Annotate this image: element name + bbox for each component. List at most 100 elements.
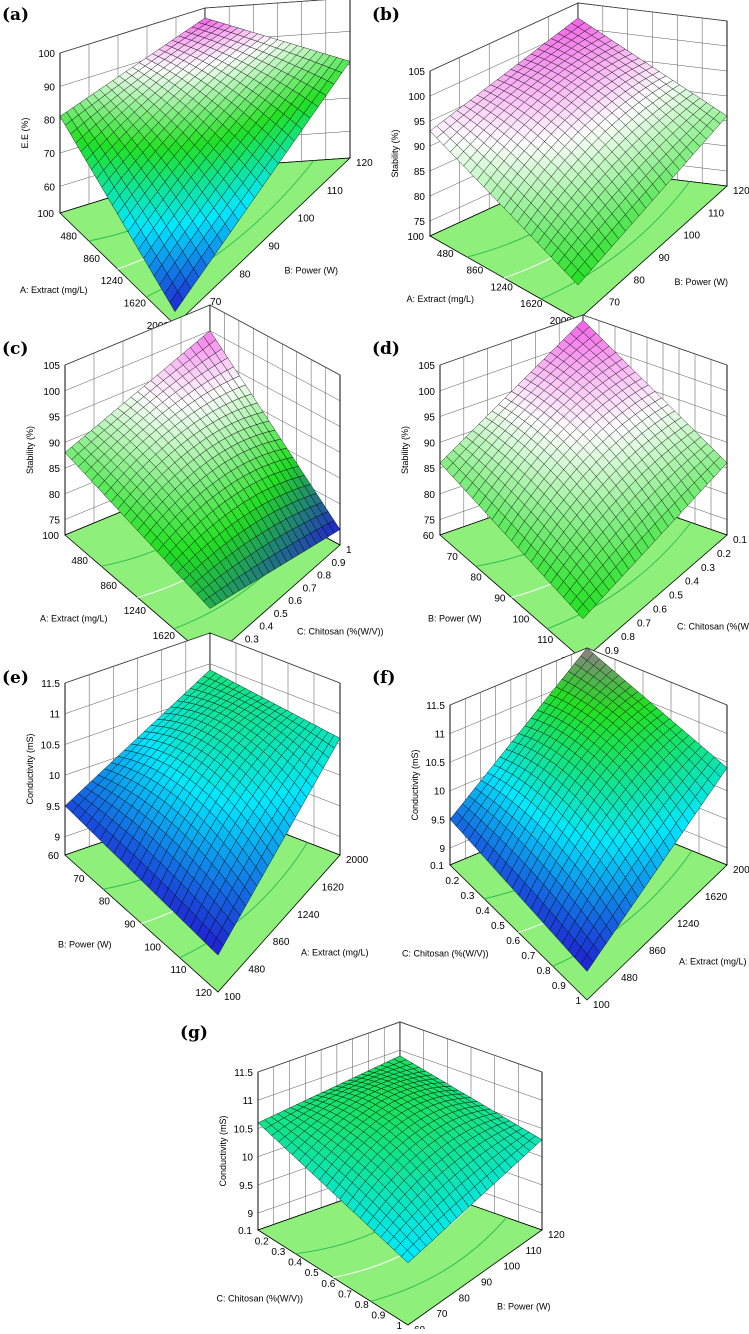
- x-axis-label: C: Chitosan (%(W/V)): [216, 1294, 303, 1304]
- y-tick-label: 0.5: [274, 609, 288, 620]
- y-tick-label: 0.7: [303, 583, 317, 594]
- x-axis-label: A: Extract (mg/L): [20, 285, 88, 295]
- panel-label: (f): [372, 668, 395, 688]
- z-tick-label: 95: [414, 117, 426, 128]
- y-tick-label: 1240: [677, 919, 700, 930]
- z-tick-label: 10: [242, 1153, 254, 1164]
- x-tick-label: 0.1: [238, 1226, 252, 1237]
- x-tick-label: 2000: [550, 316, 573, 327]
- y-tick-label: 0.1: [733, 535, 747, 546]
- x-tick-label: 70: [73, 874, 85, 885]
- z-tick-label: 95: [424, 413, 436, 424]
- y-tick-label: 0.9: [605, 646, 619, 657]
- y-tick-label: 110: [526, 1246, 542, 1257]
- z-tick-label: 9: [247, 1209, 253, 1220]
- z-tick-label: 105: [43, 361, 60, 372]
- y-tick-label: 0.2: [717, 549, 731, 560]
- y-axis-label: B: Power (W): [675, 277, 729, 287]
- z-tick-label: 85: [424, 464, 436, 475]
- z-tick-label: 75: [414, 217, 426, 228]
- surface-mesh: [429, 17, 728, 286]
- floor-contour-line: [547, 522, 692, 630]
- y-tick-label: 0.8: [317, 571, 331, 582]
- z-axis-label: Stability (%): [25, 426, 35, 474]
- surface-mesh: [59, 17, 351, 313]
- panel-d: 75 80 85 90 95 100 105 Stability (%) 60 70 80 90 100…: [372, 314, 749, 671]
- surface-cell: [210, 937, 224, 956]
- y-tick-label: 0.3: [701, 563, 715, 574]
- y-tick-label: 0.6: [288, 596, 302, 607]
- x-axis-label: B: Power (W): [428, 614, 482, 624]
- x-tick-label: 100: [42, 531, 59, 542]
- x-tick-label: 1240: [101, 276, 124, 287]
- z-tick-label: 105: [418, 361, 435, 372]
- panel-label: (e): [2, 668, 29, 688]
- x-tick-label: 1240: [491, 282, 514, 293]
- x-tick-label: 0.9: [552, 981, 566, 992]
- y-tick-label: 90: [269, 242, 281, 253]
- z-axis-label: E.E (%): [20, 117, 30, 148]
- y-tick-label: 120: [548, 1230, 565, 1241]
- surface-mesh: [439, 319, 728, 620]
- x-tick-label: 0.4: [476, 906, 490, 917]
- x-tick-label: 0.5: [491, 921, 505, 932]
- floor-contour-line: [179, 842, 308, 959]
- x-tick-label: 1: [396, 1321, 402, 1329]
- z-axis-label: Conductivity (mS): [25, 733, 35, 804]
- z-tick-label: 75: [424, 516, 436, 527]
- x-axis-label: A: Extract (mg/L): [406, 294, 474, 304]
- z-tick-label: 10: [434, 787, 446, 798]
- y-tick-label: 2000: [346, 855, 369, 866]
- y-tick-label: 1620: [322, 882, 345, 893]
- panel-label: (b): [372, 5, 400, 25]
- x-tick-label: 0.2: [445, 876, 459, 887]
- x-tick-label: 0.7: [521, 951, 535, 962]
- z-tick-label: 11: [50, 710, 61, 721]
- y-axis-label: A: Extract (mg/L): [679, 957, 747, 967]
- x-tick-label: 100: [37, 209, 54, 220]
- panel-label: (c): [2, 339, 28, 359]
- x-tick-label: 860: [100, 581, 117, 592]
- z-axis-label: Conductivity (mS): [410, 749, 420, 820]
- x-tick-label: 0.6: [321, 1279, 335, 1290]
- x-tick-label: 860: [467, 266, 484, 277]
- y-axis-label: C: Chitosan (%(W/V)): [297, 627, 384, 637]
- x-tick-label: 80: [471, 573, 483, 584]
- x-axis-label: A: Extract (mg/L): [40, 614, 108, 624]
- z-tick-label: 60: [44, 182, 56, 193]
- z-axis-label: Conductivity (mS): [218, 1115, 228, 1186]
- z-tick-label: 95: [49, 413, 61, 424]
- x-tick-label: 60: [48, 851, 60, 862]
- x-tick-label: 1620: [520, 299, 543, 310]
- z-tick-label: 100: [408, 92, 425, 103]
- surface-mesh: [449, 647, 728, 972]
- y-tick-label: 480: [248, 965, 265, 976]
- panel-e: 9 9.5 10 10.5 11 11.5 Conductivity (mS) 60 70 80 9…: [2, 632, 369, 1003]
- x-axis-label: B: Power (W): [58, 940, 112, 950]
- surface-mesh: [64, 330, 341, 609]
- z-tick-label: 11: [435, 730, 446, 741]
- y-tick-label: 80: [634, 275, 646, 286]
- x-tick-label: 80: [99, 897, 111, 908]
- x-tick-label: 480: [71, 556, 88, 567]
- x-tick-label: 100: [407, 232, 424, 243]
- z-tick-label: 90: [44, 82, 56, 93]
- y-axis-label: B: Power (W): [497, 1302, 551, 1312]
- surface-cell: [571, 269, 586, 286]
- x-axis-label: C: Chitosan (%(W/V)): [402, 949, 489, 959]
- y-tick-label: 120: [733, 186, 749, 197]
- z-tick-label: 105: [408, 67, 425, 78]
- x-tick-label: 110: [537, 635, 553, 646]
- panel-label: (d): [372, 339, 400, 359]
- y-tick-label: 1620: [705, 892, 728, 903]
- z-tick-label: 10.5: [234, 1124, 254, 1135]
- z-tick-label: 100: [43, 387, 60, 398]
- surface-cell: [203, 596, 217, 609]
- y-tick-label: 0.5: [669, 591, 683, 602]
- x-tick-label: 110: [171, 965, 187, 976]
- x-tick-label: 1620: [124, 299, 147, 310]
- y-tick-label: 0.4: [685, 577, 699, 588]
